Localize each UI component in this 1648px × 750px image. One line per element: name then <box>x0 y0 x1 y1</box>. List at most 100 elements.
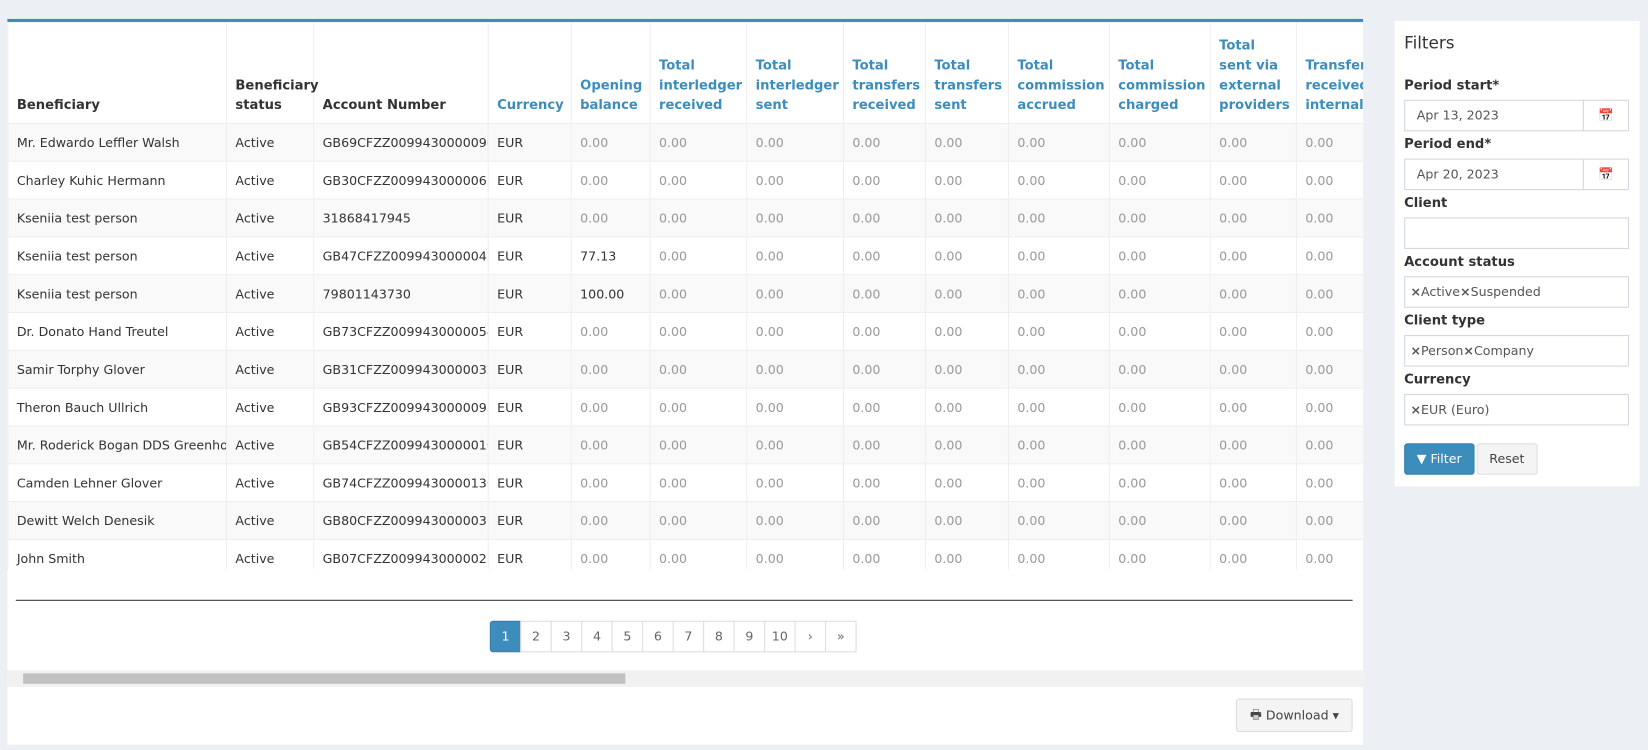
tag[interactable]: ×Person <box>1410 343 1463 358</box>
page-button[interactable]: » <box>825 621 857 653</box>
column-header[interactable]: Total interledger sent <box>747 22 844 123</box>
table-row: Mr. Edwardo Leffler WalshActiveGB69CFZZ0… <box>8 123 1363 161</box>
table-cell: 0.00 <box>843 199 925 237</box>
table-cell: 0.00 <box>571 312 650 350</box>
column-header: Account Number <box>314 22 488 123</box>
table-cell: 0.00 <box>925 312 1008 350</box>
table-cell: 0.00 <box>1109 199 1210 237</box>
tag-select[interactable]: ×Person×Company <box>1404 335 1629 367</box>
column-header[interactable]: Total interledger received <box>650 22 747 123</box>
table-cell: 0.00 <box>571 123 650 161</box>
table-cell: EUR <box>488 426 571 464</box>
table-cell: 0.00 <box>1210 199 1296 237</box>
client-input[interactable] <box>1404 217 1629 249</box>
table-cell: GB30CFZZ00994300000637 <box>314 161 488 199</box>
table-cell: 0.00 <box>747 426 844 464</box>
tag[interactable]: ×Company <box>1463 343 1534 358</box>
table-cell: John Smith <box>8 539 227 569</box>
scrollbar[interactable] <box>7 670 1363 687</box>
page-button[interactable]: 8 <box>703 621 735 653</box>
download-button[interactable]: 🖶 Download ▾ <box>1236 699 1352 733</box>
table-cell: 31868417945 <box>314 199 488 237</box>
page-button[interactable]: 7 <box>673 621 705 653</box>
column-header[interactable]: Total transfers sent <box>925 22 1008 123</box>
table-row: Samir Torphy GloverActiveGB31CFZZ0099430… <box>8 350 1363 388</box>
table-cell: 77.13 <box>571 237 650 275</box>
table-cell: 0.00 <box>747 237 844 275</box>
tag-remove[interactable]: × <box>1410 285 1421 300</box>
table-cell: 0.00 <box>925 426 1008 464</box>
calendar-icon[interactable]: 📅 <box>1583 160 1628 189</box>
table-cell: 0.00 <box>925 161 1008 199</box>
table-cell: 0.00 <box>1008 350 1109 388</box>
page-button[interactable]: › <box>795 621 827 653</box>
reset-button[interactable]: Reset <box>1477 443 1537 475</box>
table-cell: EUR <box>488 161 571 199</box>
table-cell: 0.00 <box>650 312 747 350</box>
table-cell: Active <box>226 426 313 464</box>
filter-button[interactable]: ▼ Filter <box>1404 443 1474 475</box>
page-button[interactable]: 9 <box>734 621 766 653</box>
table-cell: 0.00 <box>571 350 650 388</box>
table-cell: 0.00 <box>1008 312 1109 350</box>
pagination: 12345678910›» <box>491 621 857 653</box>
page-button[interactable]: 2 <box>520 621 552 653</box>
column-header[interactable]: Total commission charged <box>1109 22 1210 123</box>
table-cell: 0.00 <box>843 350 925 388</box>
tag-select[interactable]: ×EUR (Euro) <box>1404 394 1629 426</box>
column-header[interactable]: Opening balance <box>571 22 650 123</box>
tag-select[interactable]: ×Active×Suspended <box>1404 276 1629 308</box>
table-cell: 0.00 <box>747 312 844 350</box>
filters-panel: Filters Period start* Apr 13, 2023📅 Peri… <box>1395 21 1640 486</box>
date-input[interactable]: Apr 20, 2023 📅 <box>1404 159 1629 191</box>
tag-remove[interactable]: × <box>1460 285 1471 300</box>
table-cell: 0.00 <box>1296 502 1363 540</box>
page-button[interactable]: 3 <box>551 621 583 653</box>
column-header[interactable]: Currency <box>488 22 571 123</box>
divider <box>16 600 1353 601</box>
table-cell: EUR <box>488 312 571 350</box>
date-input[interactable]: Apr 13, 2023📅 <box>1404 100 1629 132</box>
page-button[interactable]: 10 <box>764 621 796 653</box>
page-button[interactable]: 6 <box>642 621 674 653</box>
column-header[interactable]: Total commission accrued <box>1008 22 1109 123</box>
table-cell: 0.00 <box>1109 123 1210 161</box>
table-row: Dewitt Welch DenesikActiveGB80CFZZ009943… <box>8 502 1363 540</box>
column-header[interactable]: Transfers received via internal <box>1296 22 1363 123</box>
tag-remove[interactable]: × <box>1410 402 1421 417</box>
table-cell: 0.00 <box>1109 464 1210 502</box>
table-cell: Kseniia test person <box>8 275 227 313</box>
table-cell: 0.00 <box>1008 539 1109 569</box>
field-label: Period start* <box>1404 77 1499 93</box>
table-cell: GB80CFZZ00994300000319 <box>314 502 488 540</box>
table-cell: 0.00 <box>1210 426 1296 464</box>
table-container: BeneficiaryBeneficiary statusAccount Num… <box>7 22 1363 569</box>
table-cell: GB69CFZZ00994300000905 <box>314 123 488 161</box>
column-header[interactable]: Total sent via external providers <box>1210 22 1296 123</box>
page-button[interactable]: 1 <box>490 621 522 653</box>
scroll-thumb[interactable] <box>23 673 625 684</box>
table-cell: 0.00 <box>843 502 925 540</box>
field-label: Client <box>1404 194 1447 210</box>
column-header[interactable]: Total transfers received <box>843 22 925 123</box>
page-button[interactable]: 4 <box>581 621 613 653</box>
tag[interactable]: ×EUR (Euro) <box>1410 402 1489 417</box>
table-cell: 0.00 <box>1296 426 1363 464</box>
calendar-icon[interactable]: 📅 <box>1583 101 1628 130</box>
table-cell: 0.00 <box>925 388 1008 426</box>
page-button[interactable]: 5 <box>612 621 644 653</box>
table-cell: 0.00 <box>650 539 747 569</box>
table-cell: 0.00 <box>925 123 1008 161</box>
tag[interactable]: ×Active <box>1410 285 1460 300</box>
tag[interactable]: ×Suspended <box>1460 285 1541 300</box>
table-cell: Charley Kuhic Hermann <box>8 161 227 199</box>
table-cell: Mr. Edwardo Leffler Walsh <box>8 123 227 161</box>
tag-remove[interactable]: × <box>1463 343 1474 358</box>
table-cell: EUR <box>488 388 571 426</box>
tag-remove[interactable]: × <box>1410 343 1421 358</box>
table-cell: 0.00 <box>650 350 747 388</box>
date-value: Apr 20, 2023 <box>1417 167 1499 182</box>
table-cell: 0.00 <box>925 275 1008 313</box>
